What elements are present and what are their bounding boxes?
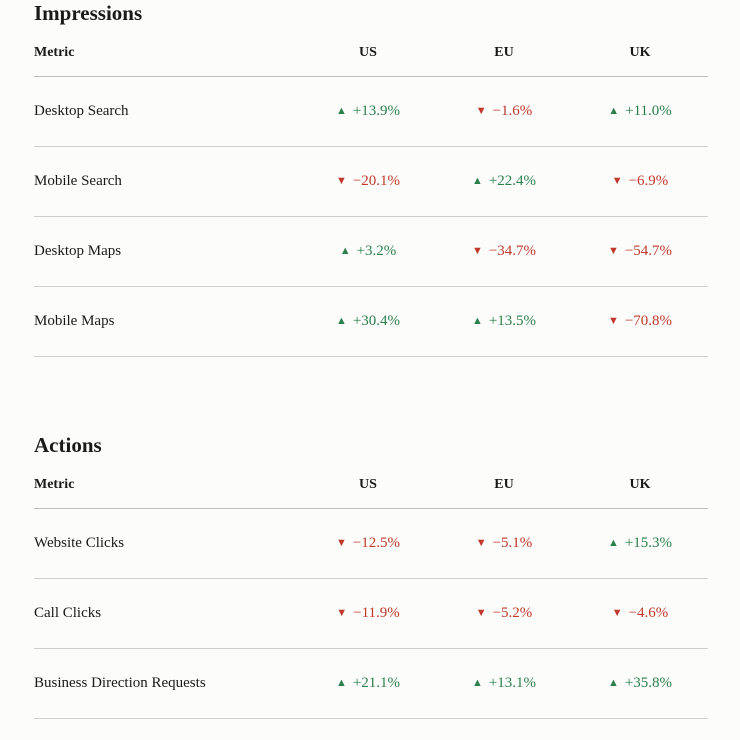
change-percent: −54.7% — [624, 243, 673, 259]
column-header-us: US — [300, 32, 436, 77]
change-value-us: ▲ +21.1% — [300, 648, 436, 719]
table-row: Call Clicks ▼ −11.9% ▼ −5.2% ▼ −4.6% — [34, 578, 708, 649]
impressions-table-body: Desktop Search ▲ +13.9% ▼ −1.6% ▲ +11.0% Mobile… — [34, 76, 708, 357]
change-value-uk: ▲ +15.3% — [572, 508, 708, 579]
triangle-up-icon: ▲ — [339, 245, 351, 257]
change-percent: −70.8% — [624, 313, 673, 329]
change-percent: −4.6% — [628, 605, 669, 621]
change-value-us: ▲ +30.4% — [300, 286, 436, 357]
table-row: Desktop Maps ▲ +3.2% ▼ −34.7% ▼ −54.7% — [34, 216, 708, 287]
metric-name: Call Clicks — [34, 578, 300, 649]
triangle-up-icon: ▲ — [607, 677, 619, 689]
triangle-up-icon: ▲ — [471, 315, 483, 327]
change-value-eu: ▲ +22.4% — [436, 146, 572, 217]
change-percent: +30.4% — [352, 313, 401, 329]
change-percent: −12.5% — [352, 535, 401, 551]
change-value-eu: ▲ +13.5% — [436, 286, 572, 357]
triangle-down-icon: ▼ — [475, 607, 487, 619]
impressions-table: Metric US EU UK Desktop Search ▲ +13.9% ▼ −1… — [34, 32, 708, 357]
change-percent: −11.9% — [353, 605, 400, 621]
triangle-down-icon: ▼ — [471, 245, 483, 257]
section-title: Actions — [34, 433, 102, 457]
change-percent: +15.3% — [624, 535, 673, 551]
triangle-down-icon: ▼ — [475, 105, 487, 117]
change-value-us: ▼ −11.9% — [300, 578, 436, 649]
table-row: Website Clicks ▼ −12.5% ▼ −5.1% ▲ +15.3% — [34, 508, 708, 579]
column-header-eu: EU — [436, 32, 572, 77]
column-header-metric: Metric — [34, 464, 300, 509]
section-title: Impressions — [34, 1, 143, 25]
change-value-eu: ▼ −5.1% — [436, 508, 572, 579]
table-header-row: Metric US EU UK — [34, 464, 708, 509]
change-value-us: ▼ −12.5% — [300, 508, 436, 579]
change-value-us: ▲ +3.2% — [300, 216, 436, 287]
change-percent: −1.6% — [492, 103, 533, 119]
triangle-down-icon: ▼ — [475, 537, 487, 549]
metric-name: Desktop Search — [34, 76, 300, 147]
change-value-uk: ▼ −6.9% — [572, 146, 708, 217]
table-row: Business Direction Requests ▲ +21.1% ▲ +13.1… — [34, 648, 708, 719]
change-percent: +22.4% — [488, 173, 537, 189]
triangle-down-icon: ▼ — [335, 537, 347, 549]
change-value-us: ▲ +13.9% — [300, 76, 436, 147]
change-value-uk: ▲ +11.0% — [572, 76, 708, 147]
column-header-us: US — [300, 464, 436, 509]
triangle-down-icon: ▼ — [335, 175, 347, 187]
actions-table-body: Website Clicks ▼ −12.5% ▼ −5.1% ▲ +15.3% Call C… — [34, 508, 708, 719]
triangle-up-icon: ▲ — [335, 677, 347, 689]
column-header-metric: Metric — [34, 32, 300, 77]
triangle-down-icon: ▼ — [611, 607, 623, 619]
triangle-down-icon: ▼ — [607, 245, 619, 257]
change-percent: −5.1% — [492, 535, 533, 551]
change-value-eu: ▼ −34.7% — [436, 216, 572, 287]
triangle-down-icon: ▼ — [336, 607, 348, 619]
column-header-uk: UK — [572, 32, 708, 77]
triangle-down-icon: ▼ — [607, 315, 619, 327]
change-value-uk: ▼ −70.8% — [572, 286, 708, 357]
table-row: Desktop Search ▲ +13.9% ▼ −1.6% ▲ +11.0% — [34, 76, 708, 147]
change-value-uk: ▲ +35.8% — [572, 648, 708, 719]
change-percent: +3.2% — [356, 243, 397, 259]
change-value-us: ▼ −20.1% — [300, 146, 436, 217]
triangle-up-icon: ▲ — [608, 105, 620, 117]
table-row: Mobile Search ▼ −20.1% ▲ +22.4% ▼ −6.9% — [34, 146, 708, 217]
change-value-eu: ▼ −5.2% — [436, 578, 572, 649]
change-value-eu: ▲ +13.1% — [436, 648, 572, 719]
triangle-up-icon: ▲ — [471, 175, 483, 187]
metric-name: Mobile Maps — [34, 286, 300, 357]
metric-name: Desktop Maps — [34, 216, 300, 287]
triangle-up-icon: ▲ — [335, 315, 347, 327]
triangle-up-icon: ▲ — [335, 105, 347, 117]
change-percent: +21.1% — [352, 675, 401, 691]
change-percent: +11.0% — [625, 103, 672, 119]
column-header-eu: EU — [436, 464, 572, 509]
metric-name: Website Clicks — [34, 508, 300, 579]
triangle-down-icon: ▼ — [611, 175, 623, 187]
change-percent: +13.5% — [488, 313, 537, 329]
change-percent: −5.2% — [492, 605, 533, 621]
table-row: Mobile Maps ▲ +30.4% ▲ +13.5% ▼ −70.8% — [34, 286, 708, 357]
triangle-up-icon: ▲ — [471, 677, 483, 689]
actions-table: Metric US EU UK Website Clicks ▼ −12.5% ▼ −5… — [34, 464, 708, 719]
change-percent: −34.7% — [488, 243, 537, 259]
change-value-eu: ▼ −1.6% — [436, 76, 572, 147]
column-header-uk: UK — [572, 464, 708, 509]
change-percent: +13.1% — [488, 675, 537, 691]
change-percent: −6.9% — [628, 173, 669, 189]
metric-name: Mobile Search — [34, 146, 300, 217]
triangle-up-icon: ▲ — [607, 537, 619, 549]
change-percent: +35.8% — [624, 675, 673, 691]
table-header-row: Metric US EU UK — [34, 32, 708, 77]
change-percent: −20.1% — [352, 173, 401, 189]
change-value-uk: ▼ −54.7% — [572, 216, 708, 287]
change-value-uk: ▼ −4.6% — [572, 578, 708, 649]
change-percent: +13.9% — [352, 103, 401, 119]
metric-name: Business Direction Requests — [34, 648, 300, 719]
